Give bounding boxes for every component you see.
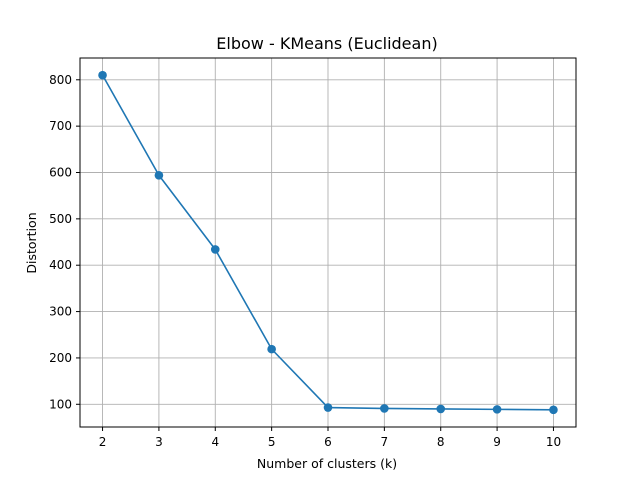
y-tick-label: 500 <box>49 212 72 226</box>
data-point <box>154 170 164 180</box>
x-axis-ticks: 2 3 4 5 6 7 8 9 10 <box>99 427 561 449</box>
x-tick-label: 8 <box>437 435 445 449</box>
x-tick-label: 6 <box>324 435 332 449</box>
y-tick-label: 300 <box>49 305 72 319</box>
x-tick-label: 10 <box>546 435 561 449</box>
x-tick-label: 9 <box>493 435 501 449</box>
data-point <box>323 403 333 412</box>
y-tick-label: 200 <box>49 351 72 365</box>
y-tick-label: 400 <box>49 258 72 272</box>
data-point <box>492 405 502 414</box>
y-tick-label: 100 <box>49 397 72 411</box>
x-tick-label: 3 <box>155 435 163 449</box>
x-tick-label: 5 <box>268 435 276 449</box>
data-point <box>549 405 558 415</box>
y-tick-label: 700 <box>49 119 72 133</box>
data-point <box>267 344 276 354</box>
y-tick-label: 600 <box>49 166 72 180</box>
chart-title: Elbow - KMeans (Euclidean) <box>216 34 437 53</box>
data-point <box>210 245 220 254</box>
y-tick-label: 800 <box>49 73 72 87</box>
x-tick-label: 4 <box>211 435 219 449</box>
grid <box>80 58 576 427</box>
marker-layer <box>98 70 558 415</box>
data-point <box>98 70 107 80</box>
data-point <box>436 404 446 414</box>
x-tick-label: 2 <box>99 435 107 449</box>
y-axis-ticks: 100 200 300 400 500 600 700 800 <box>49 73 80 411</box>
x-axis-label: Number of clusters (k) <box>257 456 397 471</box>
x-tick-label: 7 <box>381 435 389 449</box>
data-point <box>380 404 389 413</box>
y-axis-label: Distortion <box>24 212 39 273</box>
